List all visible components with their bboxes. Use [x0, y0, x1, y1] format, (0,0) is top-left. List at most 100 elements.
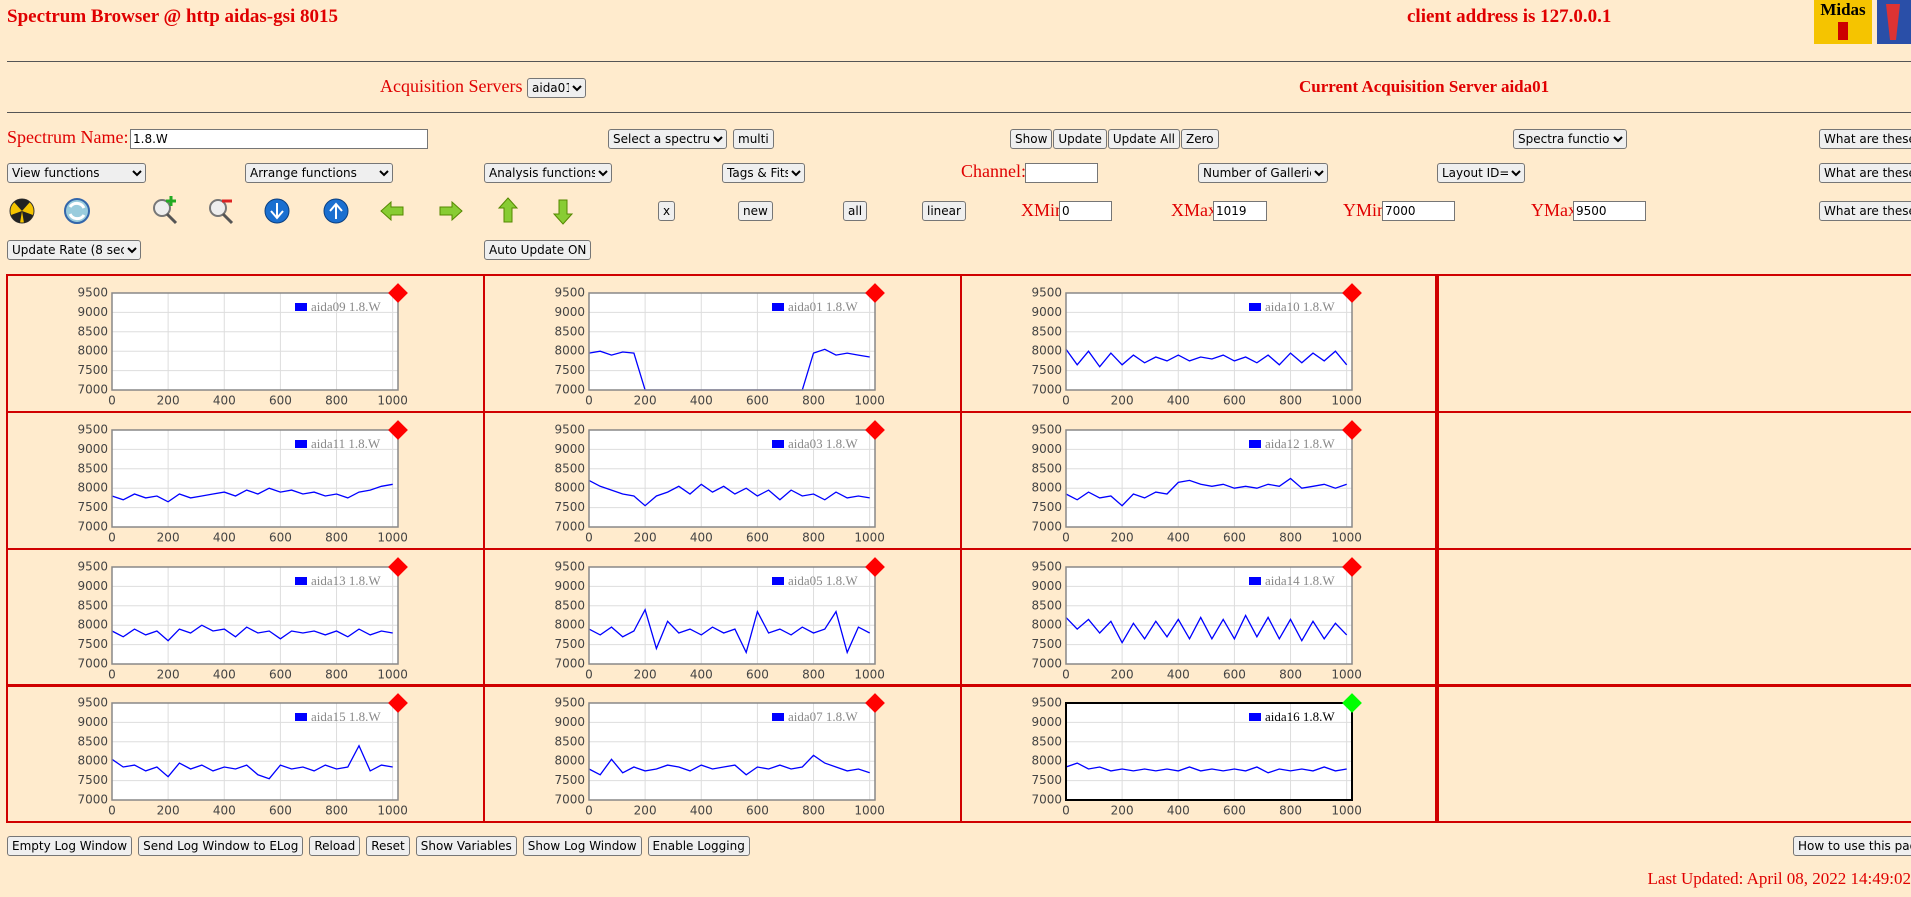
show-button[interactable]: Show	[1010, 129, 1053, 149]
y-tick-label: 9500	[77, 696, 108, 710]
legend-swatch	[1249, 577, 1261, 585]
x-tick-label: 1000	[377, 668, 408, 682]
series-line	[1065, 614, 1348, 645]
y-tick-label: 7000	[554, 793, 585, 807]
xmax-input[interactable]	[1213, 201, 1267, 221]
x-tick-label: 600	[269, 531, 292, 545]
refresh-icon[interactable]	[64, 198, 90, 224]
channel-input[interactable]	[1025, 163, 1098, 183]
legend-label: aida12 1.8.W	[1265, 436, 1335, 451]
plot-area	[589, 703, 875, 800]
plot-border	[588, 429, 876, 528]
footer-button[interactable]: Send Log Window to ELog	[138, 836, 304, 856]
y-tick-label: 7000	[554, 383, 585, 397]
y-tick-label: 9000	[554, 579, 585, 593]
all-button[interactable]: all	[843, 201, 868, 221]
x-button[interactable]: x	[658, 201, 676, 221]
zero-button[interactable]: Zero	[1181, 129, 1219, 149]
spectra-functions-select[interactable]: Spectra functions	[1513, 129, 1627, 149]
plot-area	[1066, 430, 1352, 527]
y-tick-label: 7500	[554, 500, 585, 514]
footer-button[interactable]: Show Variables	[415, 836, 517, 856]
left-icon[interactable]	[380, 200, 404, 222]
help-button[interactable]: How to use this page	[1793, 836, 1911, 856]
y-tick-label: 7500	[1031, 500, 1062, 514]
up-icon[interactable]	[323, 198, 349, 224]
update-rate-select[interactable]: Update Rate (8 secs)	[7, 240, 141, 260]
x-tick-label: 800	[325, 668, 348, 682]
status-marker	[865, 283, 885, 303]
y-tick-label: 8500	[77, 734, 108, 748]
up-arrow-icon[interactable]	[497, 197, 519, 223]
y-tick-label: 9500	[1031, 423, 1062, 437]
help-button[interactable]: What are these?	[1819, 163, 1911, 183]
y-tick-label: 7000	[1031, 520, 1062, 534]
galleries-select[interactable]: Number of Galleries	[1198, 163, 1328, 183]
footer-button[interactable]: Enable Logging	[647, 836, 750, 856]
new-button[interactable]: new	[738, 201, 773, 221]
radiation-icon[interactable]	[9, 198, 35, 224]
series-line	[1065, 762, 1347, 774]
x-tick-label: 200	[1111, 531, 1134, 545]
y-tick-label: 9000	[77, 579, 108, 593]
y-tick-label: 9500	[77, 423, 108, 437]
footer-button[interactable]: Empty Log Window	[7, 836, 133, 856]
help-button[interactable]: What are these?	[1819, 201, 1911, 221]
status-marker	[865, 557, 885, 577]
legend-label: aida10 1.8.W	[1265, 299, 1335, 314]
y-tick-label: 8500	[1031, 461, 1062, 475]
server-select[interactable]: aida01	[527, 78, 586, 98]
plot-border	[111, 566, 399, 665]
y-tick-label: 7000	[1031, 383, 1062, 397]
y-tick-label: 9500	[554, 560, 585, 574]
gallery-cell	[1435, 411, 1911, 550]
x-tick-label: 600	[746, 394, 769, 408]
y-tick-label: 8500	[77, 461, 108, 475]
x-tick-label: 400	[690, 531, 713, 545]
footer-button[interactable]: Reset	[366, 836, 410, 856]
x-tick-label: 0	[1062, 531, 1070, 545]
arrange-functions-select[interactable]: Arrange functions	[245, 163, 393, 183]
legend-label: aida13 1.8.W	[311, 573, 381, 588]
gallery-cell	[1435, 548, 1911, 687]
x-tick-label: 0	[1062, 804, 1070, 818]
y-tick-label: 9000	[1031, 579, 1062, 593]
x-tick-label: 1000	[377, 804, 408, 818]
analysis-functions-select[interactable]: Analysis functions	[484, 163, 612, 183]
gallery-cell	[1435, 274, 1911, 413]
spectrum-select[interactable]: Select a spectrum	[608, 129, 727, 149]
down-arrow-icon[interactable]	[552, 199, 574, 225]
x-tick-label: 800	[802, 531, 825, 545]
x-tick-label: 0	[108, 531, 116, 545]
multi-button[interactable]: multi	[733, 129, 774, 149]
linear-button[interactable]: linear	[922, 201, 966, 221]
tags-fits-select[interactable]: Tags & Fits	[722, 163, 805, 183]
label: Spectrum Name:	[7, 127, 129, 147]
right-icon[interactable]	[439, 200, 463, 222]
down-icon[interactable]	[264, 198, 290, 224]
auto-update-button[interactable]: Auto Update ON	[484, 240, 592, 260]
label: XMax	[1171, 200, 1217, 220]
y-tick-label: 9500	[554, 696, 585, 710]
ymin-input[interactable]	[1382, 201, 1455, 221]
footer-button[interactable]: Reload	[309, 836, 361, 856]
y-tick-label: 7000	[77, 383, 108, 397]
ymax-input[interactable]	[1573, 201, 1646, 221]
layout-select[interactable]: Layout ID=7	[1437, 163, 1525, 183]
update-button[interactable]: Update	[1053, 129, 1107, 149]
plot-border	[1065, 429, 1353, 528]
legend-swatch	[772, 303, 784, 311]
x-tick-label: 1000	[1331, 394, 1362, 408]
zoom-out-icon[interactable]	[209, 199, 234, 225]
zoom-in-icon[interactable]	[153, 196, 178, 225]
footer-button[interactable]: Show Log Window	[522, 836, 642, 856]
y-tick-label: 8500	[77, 324, 108, 338]
x-tick-label: 400	[690, 804, 713, 818]
x-tick-label: 1000	[1331, 804, 1362, 818]
divider	[7, 112, 1911, 113]
spectrum-name-input[interactable]	[130, 129, 428, 149]
view-functions-select[interactable]: View functions	[7, 163, 146, 183]
xmin-input[interactable]	[1059, 201, 1112, 221]
update-all-button[interactable]: Update All	[1107, 129, 1181, 149]
help-button[interactable]: What are these?	[1819, 129, 1911, 149]
